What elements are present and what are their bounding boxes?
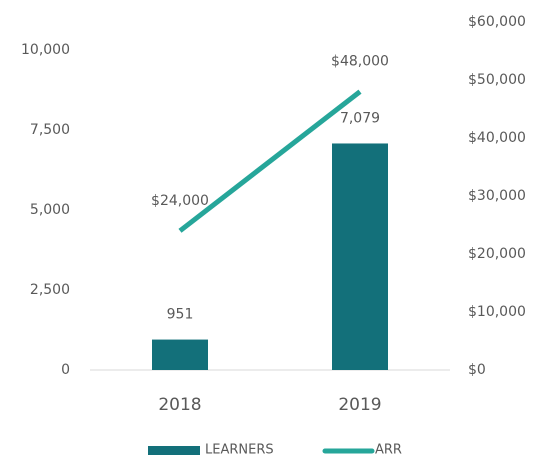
y2-tick-label: $50,000 — [468, 72, 526, 88]
bar — [152, 339, 208, 370]
bar — [332, 143, 388, 370]
data-label: 951 — [167, 307, 194, 323]
legend-label: ARR — [375, 443, 402, 457]
data-label: 7,079 — [340, 110, 380, 126]
y2-tick-label: $60,000 — [468, 14, 526, 30]
y-tick-label: 5,000 — [30, 202, 70, 218]
line — [178, 89, 362, 233]
y-tick-label: 0 — [61, 362, 70, 378]
y2-tick-label: $40,000 — [468, 130, 526, 146]
y-tick-label: 2,500 — [30, 282, 70, 298]
data-label: $24,000 — [151, 193, 209, 209]
data-label: $48,000 — [331, 54, 389, 70]
legend-swatch — [148, 446, 200, 455]
y2-tick-label: $30,000 — [468, 188, 526, 204]
y2-tick-label: $0 — [468, 362, 486, 378]
x-tick-label: 2018 — [158, 395, 201, 415]
y-tick-label: 10,000 — [21, 42, 70, 58]
y2-tick-label: $10,000 — [468, 304, 526, 320]
legend-label: LEARNERS — [205, 443, 274, 457]
x-tick-label: 2019 — [338, 395, 381, 415]
y-tick-label: 7,500 — [30, 122, 70, 138]
y2-tick-label: $20,000 — [468, 246, 526, 262]
